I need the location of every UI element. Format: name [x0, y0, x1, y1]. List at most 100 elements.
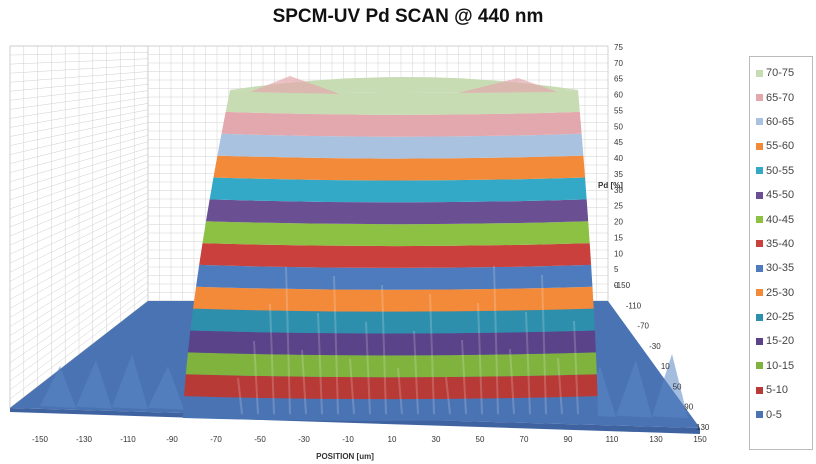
- legend-item: 5-10: [756, 378, 812, 402]
- legend-item: 35-40: [756, 232, 812, 256]
- floor-facet: [76, 360, 112, 409]
- legend-swatch: [756, 167, 763, 175]
- z-tick-label: 50: [614, 122, 623, 131]
- x-axis-ticks: -150 -130 -110 -90 -70 -50 -30 -10 10 30 50 70 90 110…: [32, 435, 707, 444]
- x-tick-label: 50: [476, 435, 485, 444]
- x-tick-label: -30: [298, 435, 310, 444]
- surface-streak: [477, 302, 483, 415]
- floor-edge: [10, 408, 700, 434]
- surface-band-0-5: [183, 396, 598, 421]
- legend-label: 35-40: [766, 237, 795, 250]
- y-axis-ticks: -150 -110 -70 -30 10 50 90 130: [614, 281, 710, 432]
- surface-band-25-30: [193, 286, 594, 312]
- surface-band-5-10: [184, 374, 598, 400]
- surface-band-10-15: [185, 352, 597, 378]
- legend-swatch: [756, 411, 763, 419]
- legend-label: 60-65: [766, 115, 795, 128]
- legend-item: 20-25: [756, 305, 812, 329]
- y-tick-label: 90: [684, 403, 693, 412]
- surface-band-45-50: [205, 199, 589, 225]
- surface-band-65-70: [221, 111, 582, 137]
- x-tick-label: -90: [166, 435, 178, 444]
- legend-label: 15-20: [766, 335, 795, 348]
- legend-swatch: [756, 313, 763, 321]
- legend-label: 10-15: [766, 359, 795, 372]
- z-tick-label: 35: [614, 170, 623, 179]
- surface-streak: [429, 293, 435, 415]
- y-tick-label: 10: [661, 362, 670, 371]
- chart-title: SPCM-UV Pd SCAN @ 440 nm: [272, 6, 544, 27]
- legend-item: 10-15: [756, 354, 812, 378]
- x-tick-label: -110: [120, 435, 136, 444]
- legend-item: 70-75: [756, 61, 812, 85]
- surface-streak: [253, 340, 259, 415]
- legend-label: 0-5: [766, 408, 782, 421]
- legend-swatch: [756, 386, 763, 394]
- surface-streak: [541, 274, 547, 415]
- z-tick-label: 65: [614, 75, 623, 84]
- surface-streak: [509, 348, 515, 415]
- x-tick-label: 150: [693, 435, 707, 444]
- legend-swatch: [756, 264, 763, 272]
- surface-streak: [365, 321, 371, 415]
- y-tick-label: 130: [696, 423, 710, 432]
- x-tick-label: -130: [76, 435, 93, 444]
- surface-plot: -150 -130 -110 -90 -70 -50 -30 -10 10 30 50 70 90 110…: [9, 43, 710, 461]
- surface-band-55-60: [213, 155, 586, 181]
- legend-item: 30-35: [756, 256, 812, 280]
- floor-facet: [112, 354, 148, 410]
- x-tick-label: 130: [649, 435, 663, 444]
- z-tick-label: 20: [614, 218, 623, 227]
- z-tick-label: 0: [614, 281, 619, 290]
- z-tick-label: 55: [614, 106, 623, 115]
- surface-streak: [269, 303, 275, 415]
- legend-label: 30-35: [766, 262, 795, 275]
- surface-streak: [493, 265, 499, 415]
- legend-label: 65-70: [766, 91, 795, 104]
- legend-swatch: [756, 191, 763, 199]
- x-tick-label: 110: [606, 435, 619, 444]
- legend-label: 45-50: [766, 189, 795, 202]
- x-tick-label: -70: [210, 435, 222, 444]
- x-axis-label: POSITION [um]: [316, 452, 374, 461]
- legend-label: 5-10: [766, 384, 789, 397]
- surface-band-15-20: [187, 330, 596, 356]
- floor-facet: [616, 360, 652, 418]
- surface-streak: [333, 275, 339, 415]
- legend-swatch: [756, 118, 763, 126]
- legend-swatch: [756, 337, 763, 345]
- surface-streak: [349, 358, 355, 415]
- legend-swatch: [756, 362, 763, 370]
- legend-item: 45-50: [756, 183, 812, 207]
- surface-top-facet: [458, 78, 558, 93]
- legend-item: 55-60: [756, 134, 812, 158]
- surface-streak: [237, 377, 243, 415]
- surface-streak: [301, 349, 307, 415]
- x-tick-label: 90: [564, 435, 573, 444]
- legend-item: 60-65: [756, 110, 812, 134]
- x-tick-label: 30: [432, 435, 441, 444]
- z-tick-label: 15: [614, 233, 623, 242]
- x-tick-label: -10: [342, 435, 354, 444]
- z-tick-label: 10: [614, 249, 623, 258]
- z-tick-label: 75: [614, 43, 623, 52]
- surface-band-20-25: [190, 308, 595, 334]
- legend-label: 55-60: [766, 140, 795, 153]
- surface-band-60-65: [217, 133, 584, 159]
- z-tick-label: 60: [614, 91, 623, 100]
- floor-facet: [148, 366, 184, 410]
- y-tick-label: -30: [649, 342, 661, 351]
- surface-streak: [461, 339, 467, 415]
- z-axis-ticks: 0 5 10 15 20 25 30 35 40 45 50 55 60 65 70 75: [614, 43, 623, 290]
- surface-streak: [557, 357, 563, 415]
- legend: 70-75 65-70 60-65 55-60 50-55 45-50 40-45 35-40…: [749, 56, 813, 450]
- surface-streak: [381, 284, 387, 415]
- legend-item: 15-20: [756, 329, 812, 353]
- surface-band-70-75: [225, 90, 580, 115]
- legend-swatch: [756, 216, 763, 224]
- surface-top-facet: [250, 76, 340, 94]
- surface-bands: [183, 76, 598, 421]
- surface-band-35-40: [199, 243, 592, 268]
- y-tick-label: -150: [614, 281, 631, 290]
- surface-streak: [445, 376, 451, 415]
